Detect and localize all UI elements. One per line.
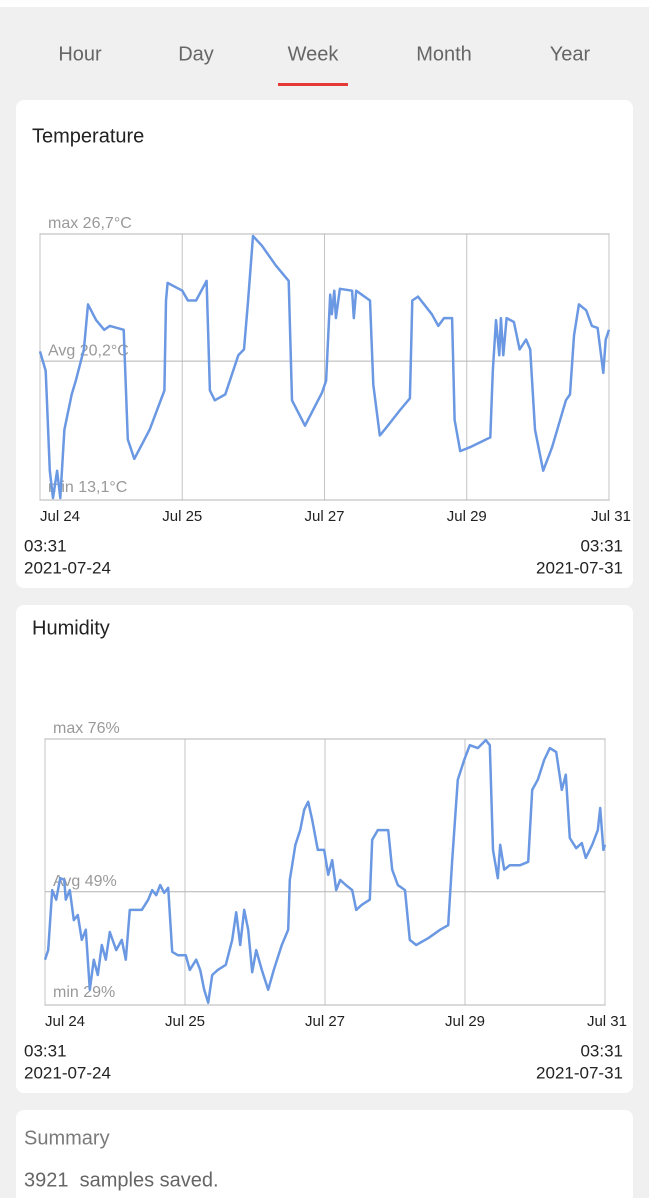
x-tick-label: Jul 24 [40, 508, 80, 525]
x-tick-label: Jul 29 [447, 508, 487, 525]
x-tick-label: Jul 29 [445, 1013, 485, 1030]
end-time: 03:31 [580, 536, 623, 555]
summary-text: 3921 samples saved. [24, 1169, 219, 1191]
end-date: 2021-07-31 [536, 1063, 623, 1082]
data-line [43, 738, 607, 1004]
x-tick-label: Jul 25 [165, 1013, 205, 1030]
y-reference-label: min 13,1°C [48, 479, 127, 496]
x-tick-label: Jul 31 [587, 1013, 627, 1030]
tab[interactable]: Month [416, 43, 472, 65]
end-date: 2021-07-31 [536, 558, 623, 577]
card [16, 1110, 633, 1198]
tab[interactable]: Year [550, 43, 591, 65]
summary-title: Summary [24, 1127, 110, 1149]
tab[interactable]: Week [288, 43, 340, 65]
x-tick-label: Jul 31 [591, 508, 631, 525]
end-time: 03:31 [580, 1041, 623, 1060]
x-tick-label: Jul 27 [304, 508, 344, 525]
x-tick-label: Jul 25 [162, 508, 202, 525]
start-date: 2021-07-24 [24, 558, 111, 577]
chart-title: Humidity [32, 617, 110, 639]
y-reference-label: max 26,7°C [48, 215, 132, 232]
start-time: 03:31 [24, 536, 67, 555]
tab[interactable]: Hour [58, 43, 102, 65]
status-strip [0, 0, 649, 7]
start-time: 03:31 [24, 1041, 67, 1060]
y-reference-label: max 76% [53, 720, 120, 737]
tab-indicator [278, 83, 348, 86]
y-reference-label: min 29% [53, 984, 115, 1001]
y-reference-label: Avg 20,2°C [48, 342, 129, 359]
data-line [38, 234, 611, 500]
x-tick-label: Jul 27 [305, 1013, 345, 1030]
start-date: 2021-07-24 [24, 1063, 111, 1082]
x-tick-label: Jul 24 [45, 1013, 85, 1030]
y-reference-label: Avg 49% [53, 873, 117, 890]
chart-title: Temperature [32, 125, 144, 147]
tab[interactable]: Day [178, 43, 214, 65]
